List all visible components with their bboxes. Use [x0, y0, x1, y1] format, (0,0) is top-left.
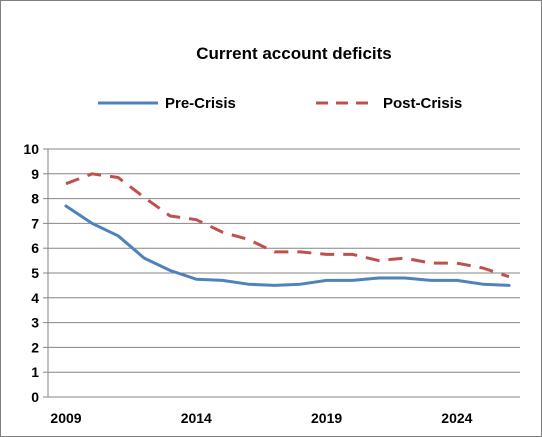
y-axis-tick-labels: 0 1 2 3 4 5 6 7 8 9 10	[23, 141, 39, 405]
y-tick-label-10: 10	[23, 141, 39, 157]
legend: Pre-Crisis Post-Crisis	[98, 95, 462, 112]
x-tick-label-2024: 2024	[441, 410, 472, 426]
x-tick-label-2009: 2009	[50, 410, 81, 426]
y-tick-label-8: 8	[31, 191, 39, 207]
y-tick-label-0: 0	[31, 389, 39, 405]
y-tick-label-5: 5	[31, 265, 39, 281]
x-axis-tick-labels: 2009 2014 2019 2024	[50, 410, 472, 426]
data-series	[64, 172, 511, 287]
y-tick-label-6: 6	[31, 240, 39, 256]
axes	[47, 149, 520, 398]
y-tick-label-3: 3	[31, 315, 39, 331]
series-line-pre-crisis	[64, 204, 511, 287]
gridlines	[43, 148, 520, 398]
y-tick-label-4: 4	[31, 290, 39, 306]
chart-title: Current account deficits	[196, 44, 392, 63]
legend-pre-crisis-label: Pre-Crisis	[165, 95, 236, 112]
y-tick-label-9: 9	[31, 166, 39, 182]
series-line-post-crisis	[65, 172, 510, 279]
y-tick-label-2: 2	[31, 339, 39, 355]
y-tick-label-1: 1	[31, 364, 39, 380]
y-tick-label-7: 7	[31, 215, 39, 231]
legend-post-crisis-label: Post-Crisis	[383, 95, 462, 112]
x-tick-label-2014: 2014	[181, 410, 212, 426]
x-tick-label-2019: 2019	[311, 410, 342, 426]
